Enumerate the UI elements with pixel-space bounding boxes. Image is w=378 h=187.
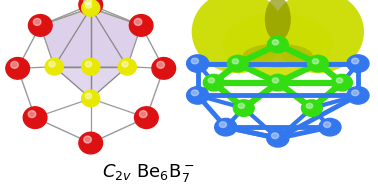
Circle shape: [272, 40, 279, 45]
Circle shape: [232, 59, 239, 64]
Circle shape: [45, 59, 63, 75]
Circle shape: [122, 61, 128, 67]
Circle shape: [82, 59, 100, 75]
Circle shape: [28, 15, 52, 36]
Circle shape: [267, 74, 288, 91]
Circle shape: [85, 93, 91, 99]
Circle shape: [191, 90, 198, 96]
Circle shape: [139, 111, 147, 118]
Circle shape: [79, 132, 102, 154]
Ellipse shape: [192, 0, 284, 73]
Circle shape: [33, 19, 41, 25]
Circle shape: [157, 61, 164, 68]
Circle shape: [49, 61, 55, 67]
Circle shape: [82, 0, 100, 16]
Circle shape: [11, 61, 19, 68]
Circle shape: [307, 55, 328, 72]
Circle shape: [347, 55, 369, 72]
Circle shape: [233, 100, 254, 116]
Ellipse shape: [272, 0, 364, 73]
Circle shape: [267, 130, 289, 147]
Circle shape: [352, 58, 359, 64]
Circle shape: [312, 59, 319, 64]
Circle shape: [203, 74, 224, 91]
Circle shape: [347, 87, 369, 104]
Circle shape: [85, 61, 91, 67]
Circle shape: [82, 90, 100, 107]
Circle shape: [272, 78, 279, 83]
Circle shape: [219, 122, 226, 128]
Circle shape: [306, 103, 313, 108]
Ellipse shape: [223, 13, 333, 76]
Circle shape: [267, 36, 288, 53]
Circle shape: [238, 103, 245, 108]
Circle shape: [191, 58, 198, 64]
Circle shape: [352, 90, 359, 96]
Circle shape: [28, 111, 36, 118]
Circle shape: [187, 87, 209, 104]
Circle shape: [135, 107, 158, 128]
Polygon shape: [40, 8, 141, 67]
Circle shape: [84, 136, 91, 143]
Circle shape: [208, 78, 215, 83]
Circle shape: [302, 100, 322, 116]
Text: $\mathit{C}_{2v}\ \mathrm{Be_6B_7^-}$: $\mathit{C}_{2v}\ \mathrm{Be_6B_7^-}$: [102, 162, 195, 184]
Polygon shape: [54, 67, 127, 99]
Circle shape: [23, 107, 47, 128]
Circle shape: [85, 3, 91, 8]
Circle shape: [79, 0, 102, 16]
Circle shape: [152, 58, 175, 79]
Circle shape: [271, 133, 279, 139]
Ellipse shape: [243, 44, 313, 68]
Circle shape: [84, 0, 91, 5]
Circle shape: [227, 55, 248, 72]
Circle shape: [134, 19, 142, 25]
Circle shape: [129, 15, 153, 36]
Ellipse shape: [265, 0, 291, 41]
Circle shape: [319, 118, 341, 136]
Circle shape: [332, 74, 352, 91]
Circle shape: [215, 118, 237, 136]
Circle shape: [118, 59, 136, 75]
Circle shape: [6, 58, 29, 79]
Circle shape: [336, 78, 343, 83]
Circle shape: [324, 122, 331, 128]
Circle shape: [187, 55, 209, 72]
